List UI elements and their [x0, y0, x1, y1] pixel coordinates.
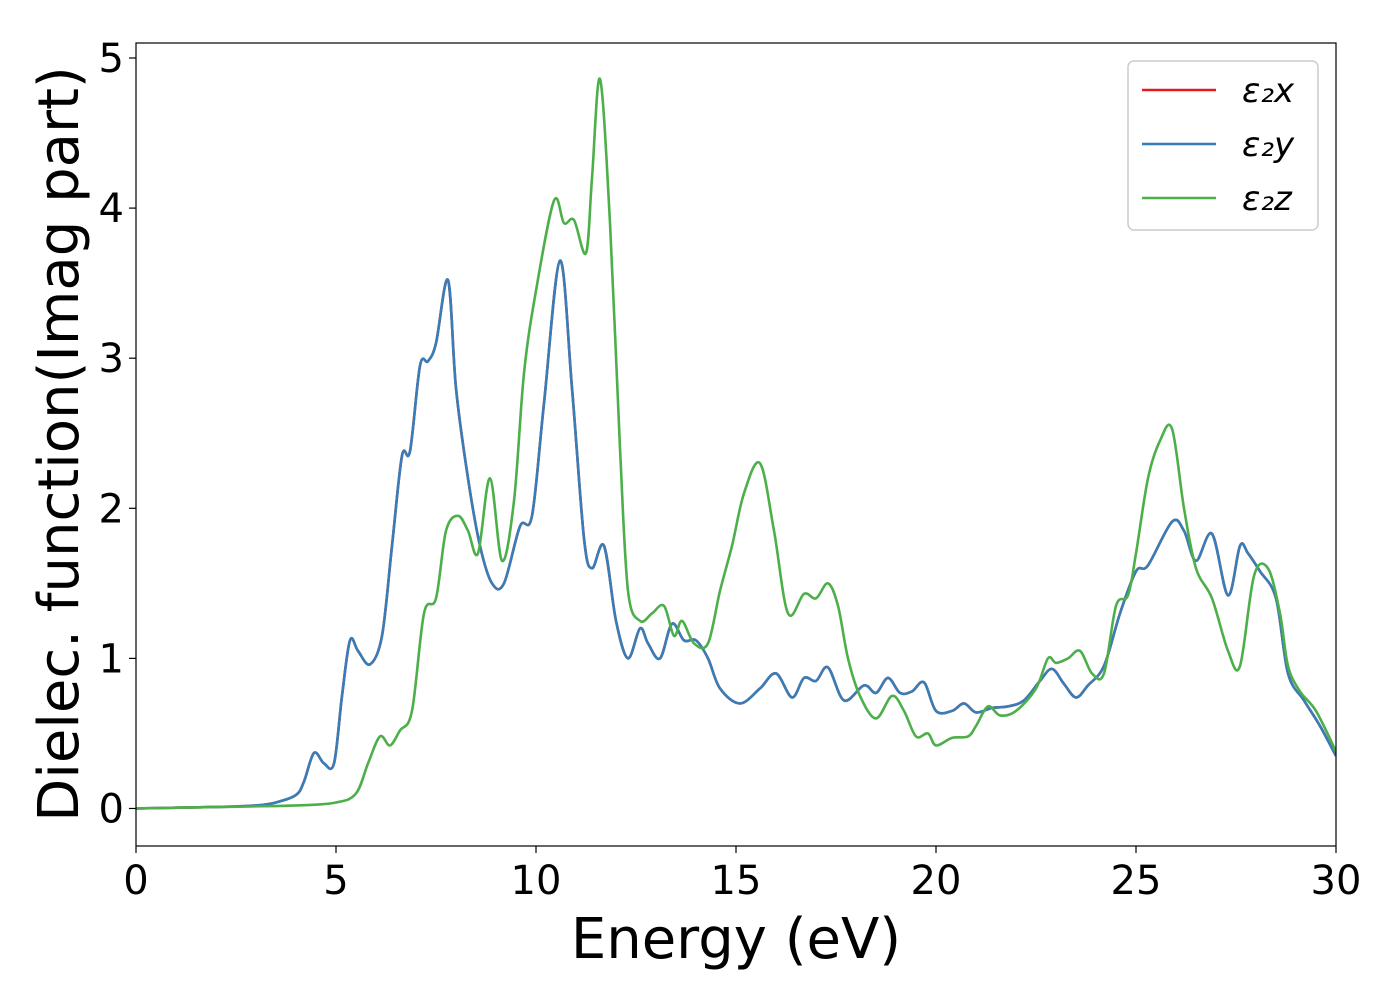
y-tick-label: 4	[99, 186, 124, 232]
x-tick-label: 10	[511, 858, 562, 904]
x-tick-label: 20	[911, 858, 962, 904]
y-tick-label: 1	[99, 636, 124, 682]
series-line-2	[136, 259, 1336, 810]
x-axis-ticks: 0 5 10 15 20 25 30	[123, 846, 1361, 904]
x-tick-label: 15	[711, 858, 762, 904]
legend: ε₂x ε₂y ε₂z	[1127, 60, 1319, 231]
legend-box	[1127, 60, 1319, 231]
y-axis-label: Dielec. function(Imag part)	[27, 66, 92, 822]
y-axis-ticks: 0 1 2 3 4 5	[99, 36, 136, 832]
x-tick-label: 30	[1311, 858, 1362, 904]
legend-label-1: ε₂x	[1242, 71, 1295, 111]
legend-label-3: ε₂z	[1242, 179, 1293, 219]
x-tick-label: 25	[1111, 858, 1162, 904]
series-line-3	[136, 77, 1336, 810]
x-axis-label: Energy (eV)	[571, 907, 901, 972]
y-tick-label: 2	[99, 486, 124, 532]
legend-label-2: ε₂y	[1242, 125, 1295, 165]
series-layer	[136, 77, 1336, 810]
y-tick-label: 0	[99, 786, 124, 832]
x-tick-label: 5	[323, 858, 348, 904]
x-tick-label: 0	[123, 858, 148, 904]
y-tick-label: 5	[99, 36, 124, 82]
y-tick-label: 3	[99, 336, 124, 382]
